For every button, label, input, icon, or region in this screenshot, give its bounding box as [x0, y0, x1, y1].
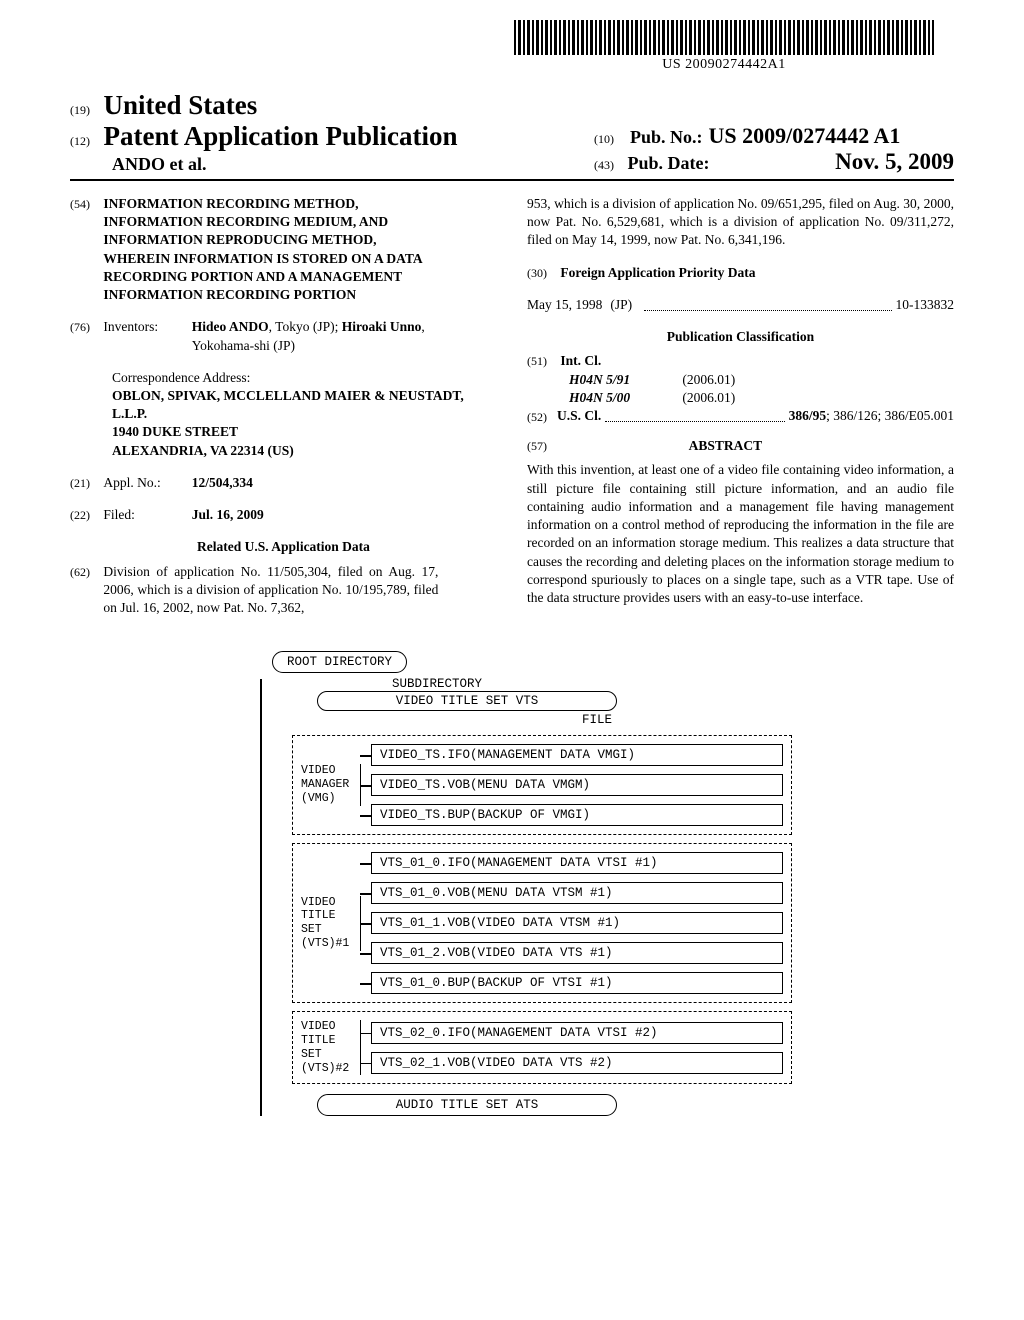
file-group: VIDEOTITLESET(VTS)#2VTS_02_0.IFO(MANAGEM… [292, 1011, 792, 1084]
code-21: (21) [70, 476, 90, 490]
body-columns: (54) INFORMATION RECORDING METHOD, INFOR… [70, 195, 954, 631]
file-entry: VTS_01_1.VOB(VIDEO DATA VTSM #1) [371, 912, 783, 934]
header-right: (10) Pub. No.: US 2009/0274442 A1 (43) P… [594, 123, 954, 175]
continuation-text: 953, which is a division of application … [527, 195, 954, 250]
barcode-block: US 20090274442A1 [514, 20, 934, 73]
file-group: VIDEOTITLESET(VTS)#1VTS_01_0.IFO(MANAGEM… [292, 843, 792, 1003]
group-files: VTS_01_0.IFO(MANAGEMENT DATA VTSI #1) VTS… [371, 852, 783, 994]
code-76: (76) [70, 320, 90, 334]
code-51: (51) [527, 354, 547, 368]
country: United States [104, 90, 258, 120]
foreign-heading: Foreign Application Priority Data [560, 265, 755, 280]
foreign-row: May 15, 1998 (JP) 10-133832 [527, 296, 954, 314]
intcl-section: (51) Int. Cl. H04N 5/91 (2006.01) H04N 5… [527, 352, 954, 407]
applno-section: (21) Appl. No.: 12/504,334 [70, 474, 497, 492]
foreign-date: May 15, 1998 [527, 296, 602, 314]
uscl-val: 386/95; 386/126; 386/E05.001 [789, 407, 954, 425]
corr-line3: ALEXANDRIA, VA 22314 (US) [112, 442, 497, 460]
file-entry: VIDEO_TS.BUP(BACKUP OF VMGI) [371, 804, 783, 826]
foreign-num: 10-133832 [896, 296, 955, 314]
root-directory-box: ROOT DIRECTORY [272, 651, 407, 673]
header-left: (19) United States (12) Patent Applicati… [70, 90, 458, 175]
dotfill [644, 310, 891, 311]
pubclass-heading: Publication Classification [527, 328, 954, 346]
foreign-section: (30) Foreign Application Priority Data [527, 264, 954, 282]
uscl-section: (52) U.S. Cl. 386/95; 386/126; 386/E05.0… [527, 407, 954, 425]
uscl-label: U.S. Cl. [557, 407, 601, 425]
file-entry: VTS_01_0.BUP(BACKUP OF VTSI #1) [371, 972, 783, 994]
intcl-1: H04N 5/91 [569, 371, 679, 389]
audio-title-set-box: AUDIO TITLE SET ATS [317, 1094, 617, 1116]
code-22: (22) [70, 508, 90, 522]
related-section: (62) Division of application No. 11/505,… [70, 563, 497, 618]
filed-section: (22) Filed: Jul. 16, 2009 [70, 506, 497, 524]
file-entry: VTS_02_0.IFO(MANAGEMENT DATA VTSI #2) [371, 1022, 783, 1044]
abstract-head-row: (57) ABSTRACT [527, 431, 954, 461]
file-entry: VTS_01_2.VOB(VIDEO DATA VTS #1) [371, 942, 783, 964]
publication-type: Patent Application Publication [104, 121, 458, 151]
corr-line2: 1940 DUKE STREET [112, 423, 497, 441]
abstract-text: With this invention, at least one of a v… [527, 461, 954, 607]
invention-title: INFORMATION RECORDING METHOD, INFORMATIO… [103, 195, 438, 304]
corr-label: Correspondence Address: [112, 369, 497, 387]
code-19: (19) [70, 103, 90, 117]
correspondence-section: Correspondence Address: OBLON, SPIVAK, M… [112, 369, 497, 460]
barcode-graphic [514, 20, 934, 55]
abstract-heading: ABSTRACT [560, 437, 890, 455]
code-57: (57) [527, 439, 547, 453]
intcl-2: H04N 5/00 [569, 389, 679, 407]
pubno-label: Pub. No.: [630, 127, 703, 148]
related-heading: Related U.S. Application Data [70, 538, 497, 556]
file-entry: VTS_02_1.VOB(VIDEO DATA VTS #2) [371, 1052, 783, 1074]
right-column: 953, which is a division of application … [527, 195, 954, 631]
left-column: (54) INFORMATION RECORDING METHOD, INFOR… [70, 195, 497, 631]
corr-line1: OBLON, SPIVAK, MCCLELLAND MAIER & NEUSTA… [112, 387, 497, 423]
intcl-label: Int. Cl. [560, 353, 601, 368]
filed-date: Jul. 16, 2009 [192, 507, 264, 522]
group-label: VIDEOTITLESET(VTS)#1 [301, 896, 361, 951]
filed-label: Filed: [103, 506, 188, 524]
code-54: (54) [70, 197, 90, 211]
applno-label: Appl. No.: [103, 474, 188, 492]
pubdate: Nov. 5, 2009 [835, 149, 954, 175]
related-text: Division of application No. 11/505,304, … [103, 563, 438, 618]
group-label: VIDEOMANAGER(VMG) [301, 764, 361, 805]
dotfill-2 [605, 421, 784, 422]
intcl-1-ver: (2006.01) [682, 372, 735, 387]
code-43: (43) [594, 158, 614, 172]
vts-box: VIDEO TITLE SET VTS [317, 691, 617, 711]
code-30: (30) [527, 266, 547, 280]
pubno: US 2009/0274442 A1 [709, 123, 901, 149]
file-group: VIDEOMANAGER(VMG)VIDEO_TS.IFO(MANAGEMENT… [292, 735, 792, 835]
group-files: VIDEO_TS.IFO(MANAGEMENT DATA VMGI) VIDEO_… [371, 744, 783, 826]
inventors-label: Inventors: [103, 318, 188, 336]
foreign-country: (JP) [610, 296, 632, 314]
intcl-2-ver: (2006.01) [682, 390, 735, 405]
file-entry: VIDEO_TS.IFO(MANAGEMENT DATA VMGI) [371, 744, 783, 766]
group-files: VTS_02_0.IFO(MANAGEMENT DATA VTSI #2) VTS… [371, 1022, 783, 1074]
code-52: (52) [527, 409, 547, 425]
applno: 12/504,334 [192, 475, 253, 490]
group-label: VIDEOTITLESET(VTS)#2 [301, 1020, 361, 1075]
subdirectory-label: SUBDIRECTORY [392, 677, 792, 691]
tree-trunk [260, 679, 262, 1116]
file-label: FILE [582, 713, 792, 727]
inventors: Hideo ANDO, Tokyo (JP); Hiroaki Unno, Yo… [192, 318, 427, 354]
file-entry: VIDEO_TS.VOB(MENU DATA VMGM) [371, 774, 783, 796]
inventors-section: (76) Inventors: Hideo ANDO, Tokyo (JP); … [70, 318, 497, 354]
pubdate-label: Pub. Date: [628, 153, 710, 173]
authors: ANDO et al. [112, 154, 458, 175]
code-62: (62) [70, 565, 90, 579]
code-12: (12) [70, 134, 90, 148]
title-section: (54) INFORMATION RECORDING METHOD, INFOR… [70, 195, 497, 304]
barcode-number: US 20090274442A1 [514, 57, 934, 73]
file-entry: VTS_01_0.IFO(MANAGEMENT DATA VTSI #1) [371, 852, 783, 874]
header: (19) United States (12) Patent Applicati… [70, 90, 954, 181]
file-entry: VTS_01_0.VOB(MENU DATA VTSM #1) [371, 882, 783, 904]
directory-diagram: ROOT DIRECTORY SUBDIRECTORY VIDEO TITLE … [232, 651, 792, 1116]
patent-page: US 20090274442A1 (19) United States (12)… [0, 0, 1024, 1320]
code-10: (10) [594, 132, 614, 147]
